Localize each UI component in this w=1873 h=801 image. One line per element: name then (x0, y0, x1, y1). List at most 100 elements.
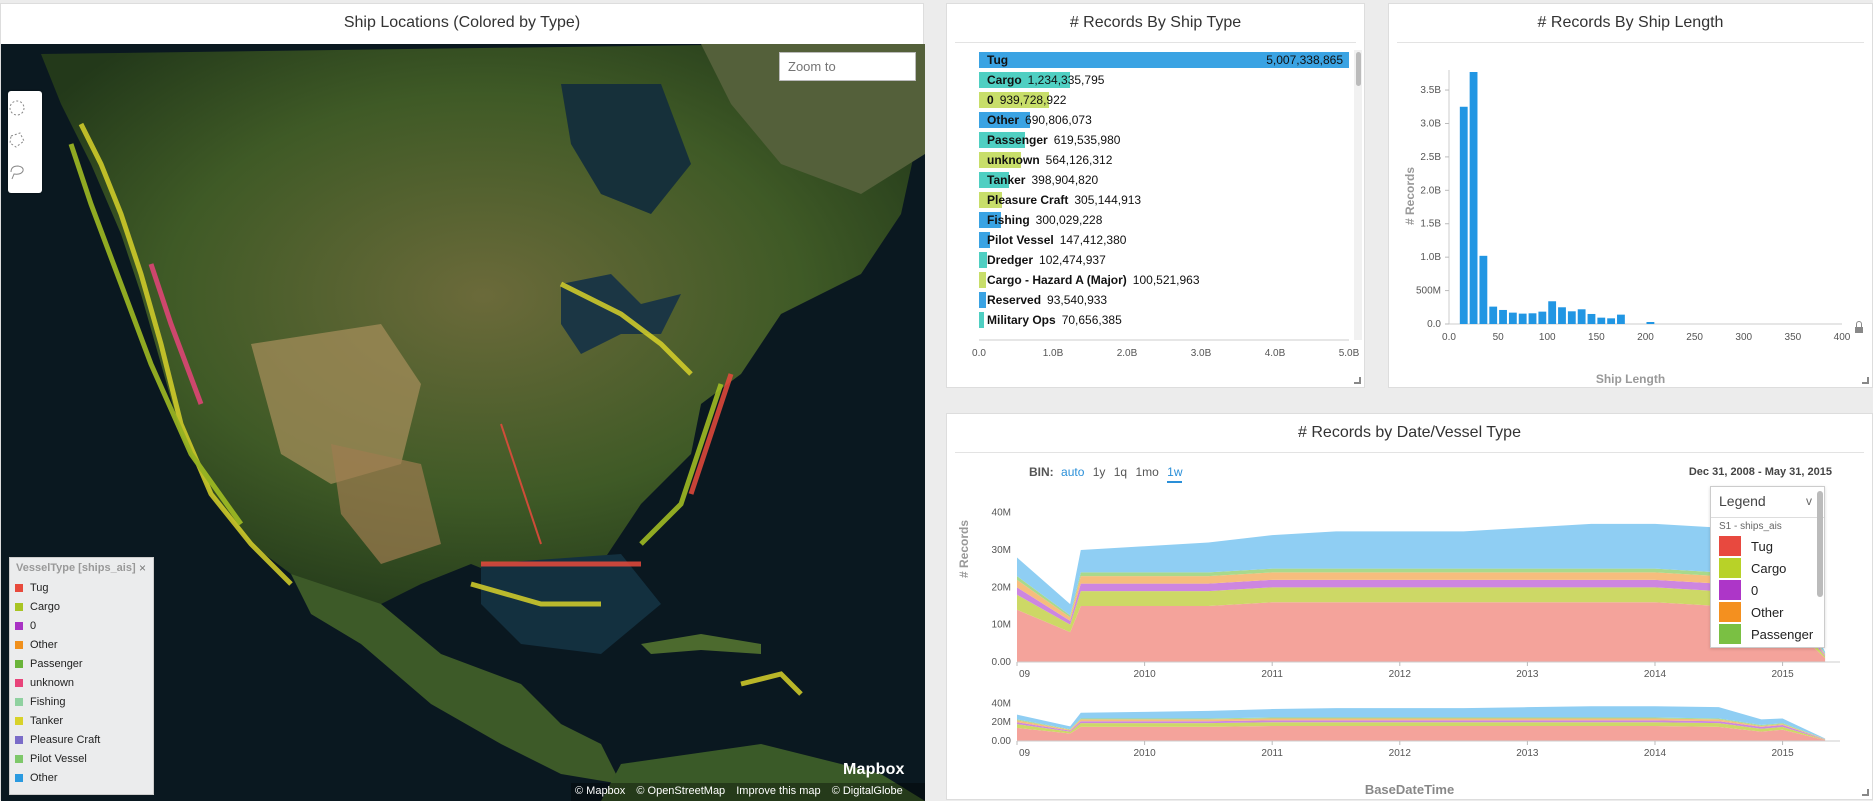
length-bar[interactable] (1597, 317, 1606, 324)
type-bar-row[interactable]: Pilot Vessel 147,412,380 (979, 232, 1349, 248)
date-overview-series-area[interactable] (1017, 718, 1826, 740)
type-bar[interactable] (979, 292, 986, 308)
type-bar[interactable] (979, 312, 985, 328)
date-main-series-area[interactable] (1017, 579, 1826, 657)
type-bar-row[interactable]: Passenger 619,535,980 (979, 132, 1349, 148)
legend-item[interactable]: 0 (15, 618, 36, 634)
length-bar[interactable] (1538, 311, 1547, 324)
length-bar[interactable] (1479, 255, 1488, 324)
length-bar[interactable] (1567, 311, 1576, 324)
type-bar-row[interactable]: Military Ops 70,656,385 (979, 312, 1349, 328)
lasso-select-icon[interactable] (8, 163, 26, 181)
type-bar[interactable] (979, 212, 1002, 228)
length-bar[interactable] (1558, 307, 1566, 324)
type-bar-row[interactable]: Dredger 102,474,937 (979, 252, 1349, 268)
type-bar-row[interactable]: Other 690,806,073 (979, 112, 1349, 128)
length-bar[interactable] (1528, 313, 1537, 324)
type-bar-row[interactable]: unknown 564,126,312 (979, 152, 1349, 168)
close-icon[interactable]: × (138, 561, 146, 575)
resize-handle[interactable] (1862, 377, 1869, 384)
type-bar[interactable] (979, 252, 987, 268)
length-bar[interactable] (1489, 306, 1498, 324)
type-bar-row[interactable]: Pleasure Craft 305,144,913 (979, 192, 1349, 208)
length-bar[interactable] (1459, 106, 1468, 325)
zoom-to-input[interactable] (779, 52, 916, 81)
type-bar-row[interactable]: Cargo - Hazard A (Major) 100,521,963 (979, 272, 1349, 288)
length-bar[interactable] (1607, 318, 1616, 324)
length-y-tick: 2.0B (1420, 185, 1441, 196)
length-bar[interactable] (1587, 313, 1596, 324)
resize-handle[interactable] (1862, 789, 1869, 796)
lock-icon[interactable] (1855, 321, 1863, 334)
length-bar[interactable] (1548, 301, 1557, 324)
date-legend-item[interactable]: Passenger (1719, 623, 1813, 645)
circle-select-icon[interactable] (8, 99, 26, 117)
type-bar[interactable] (979, 112, 1031, 128)
date-main-series-area[interactable] (1017, 572, 1826, 656)
type-chart-scrollbar[interactable] (1354, 50, 1362, 340)
date-legend-item[interactable]: Other (1719, 601, 1784, 623)
legend-item[interactable]: Other (15, 637, 58, 653)
type-bar-row[interactable]: 0 939,728,922 (979, 92, 1349, 108)
date-end[interactable]: May 31, 2015 (1764, 466, 1832, 478)
length-bar[interactable] (1646, 321, 1655, 324)
type-bar[interactable] (979, 92, 1049, 108)
resize-handle[interactable] (1354, 377, 1361, 384)
attribution-osm-link[interactable]: © OpenStreetMap (636, 785, 726, 797)
legend-scrollbar[interactable] (1817, 491, 1823, 597)
legend-item[interactable]: unknown (15, 675, 74, 691)
legend-item[interactable]: Tanker (15, 713, 63, 729)
type-bar[interactable] (979, 152, 1021, 168)
type-bar[interactable] (979, 172, 1009, 188)
legend-item[interactable]: Pleasure Craft (15, 732, 100, 748)
attribution-digitalglobe-link[interactable]: © DigitalGlobe (831, 785, 903, 797)
length-bar[interactable] (1577, 309, 1586, 324)
date-start[interactable]: Dec 31, 2008 (1688, 466, 1755, 478)
polygon-select-icon[interactable] (8, 131, 26, 149)
bin-1y[interactable]: 1y (1092, 465, 1106, 479)
length-bar[interactable] (1469, 72, 1478, 324)
chevron-down-icon[interactable]: v (1806, 494, 1812, 508)
type-chart-scroll-thumb[interactable] (1356, 52, 1361, 86)
legend-item[interactable]: Pilot Vessel (15, 751, 87, 767)
length-bar[interactable] (1617, 314, 1625, 324)
bin-auto[interactable]: auto (1061, 465, 1085, 479)
bin-1mo[interactable]: 1mo (1135, 465, 1159, 479)
date-legend-item[interactable]: Cargo (1719, 557, 1786, 579)
date-overview-series-area[interactable] (1017, 720, 1826, 740)
attribution-mapbox-link[interactable]: © Mapbox (575, 785, 626, 797)
legend-item[interactable]: Passenger (15, 656, 83, 672)
legend-item[interactable]: Cargo (15, 599, 60, 615)
improve-map-link[interactable]: Improve this map (736, 785, 821, 797)
type-bar-row[interactable]: Tanker 398,904,820 (979, 172, 1349, 188)
legend-item[interactable]: Other (15, 770, 58, 786)
type-bar[interactable] (979, 192, 1002, 208)
date-main-series-area[interactable] (1017, 602, 1826, 662)
type-bar[interactable] (979, 232, 990, 248)
date-legend-item[interactable]: Tug (1719, 535, 1773, 557)
type-bar-row[interactable]: Reserved 93,540,933 (979, 292, 1349, 308)
date-overview-series-area[interactable] (1017, 725, 1826, 741)
type-bar[interactable] (979, 132, 1025, 148)
length-bar[interactable] (1518, 313, 1527, 324)
bin-1q[interactable]: 1q (1113, 465, 1128, 479)
date-main-x-tick: 2010 (1133, 669, 1156, 680)
length-bar[interactable] (1499, 309, 1507, 324)
type-bar-row[interactable]: Tug 5,007,338,865 (979, 52, 1349, 68)
type-bar[interactable] (979, 72, 1071, 88)
date-overview-series-area[interactable] (1017, 706, 1826, 739)
type-bar-row[interactable]: Fishing 300,029,228 (979, 212, 1349, 228)
map-canvas[interactable] (1, 44, 925, 801)
type-bar[interactable] (979, 272, 987, 288)
length-bar[interactable] (1508, 312, 1517, 324)
legend-item[interactable]: Fishing (15, 694, 65, 710)
date-main-series-area[interactable] (1017, 587, 1826, 659)
type-bar[interactable] (979, 52, 1349, 68)
bin-1w[interactable]: 1w (1167, 465, 1183, 483)
legend-item[interactable]: Tug (15, 580, 49, 596)
type-bar-row[interactable]: Cargo 1,234,335,795 (979, 72, 1349, 88)
date-overview-series-area[interactable] (1017, 722, 1826, 741)
legend-swatch (15, 660, 23, 668)
date-main-series-area[interactable] (1017, 523, 1826, 654)
date-legend-item[interactable]: 0 (1719, 579, 1758, 601)
